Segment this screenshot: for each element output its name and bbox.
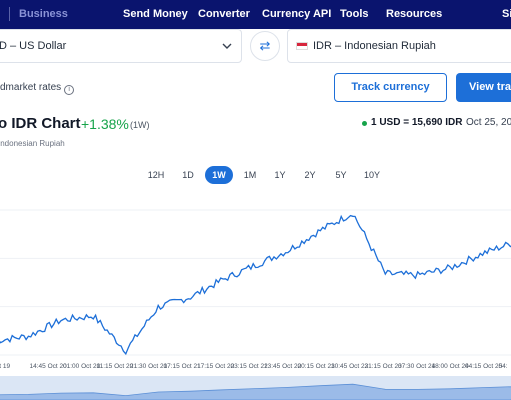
x-tick-label: 11:15 Oct 20	[97, 363, 134, 370]
x-tick-label: 04:	[499, 363, 508, 370]
mid-market-label: dmarket rates i	[0, 82, 75, 95]
x-tick-label: 14:45 Oct 20	[30, 363, 68, 370]
nav-resources[interactable]: Resources	[386, 8, 443, 20]
current-rate: 1 USD = 15,690 IDR	[371, 117, 463, 128]
range-tab-5y[interactable]: 5Y	[335, 170, 347, 180]
chart-title: o IDR Chart	[0, 115, 81, 132]
rate-date: Oct 25, 202	[466, 117, 511, 128]
swap-button[interactable]: ⇄	[250, 31, 280, 61]
nav-converter[interactable]: Converter	[198, 8, 250, 20]
x-tick-label: 17:15 Oct 22	[197, 363, 235, 370]
chart-period: (1W)	[130, 120, 150, 130]
nav-business[interactable]: Business	[19, 8, 68, 20]
chart-change-percent: +1.38%	[81, 116, 129, 132]
range-tab-1m[interactable]: 1M	[243, 170, 257, 180]
nav-tools[interactable]: Tools	[340, 8, 369, 20]
track-currency-button[interactable]: Track currency	[334, 73, 447, 102]
indonesia-flag-icon	[296, 42, 308, 50]
chart-navigator[interactable]	[0, 376, 511, 400]
from-currency-select[interactable]: D – US Dollar	[0, 29, 242, 63]
x-tick-label: 21:30 Oct 21	[130, 363, 168, 370]
series-line	[0, 214, 511, 356]
mid-market-text: dmarket rates	[0, 82, 62, 93]
chevron-down-icon	[222, 43, 232, 49]
x-tick-label: 10:45 Oct 23	[331, 363, 369, 370]
x-tick-label: 18:00 Oct 24	[432, 363, 470, 370]
chart-subtitle: Indonesian Rupiah	[0, 139, 65, 148]
live-dot-icon	[362, 121, 367, 126]
range-tab-1y[interactable]: 1Y	[274, 170, 286, 180]
x-tick-label: 01:00 Oct 20	[63, 363, 101, 370]
x-tick-label: 04:15 Oct 25	[465, 363, 503, 370]
x-tick-label: 21:15 Oct 23	[365, 363, 403, 370]
from-currency-value: D – US Dollar	[0, 40, 67, 52]
x-tick-label: ct 19	[0, 363, 10, 370]
navigator-area	[0, 383, 511, 400]
view-transfer-button[interactable]: View tran	[456, 73, 511, 102]
range-tab-2y[interactable]: 2Y	[304, 170, 316, 180]
x-tick-label: 13:45 Oct 22	[264, 363, 302, 370]
range-tab-10y[interactable]: 10Y	[363, 170, 380, 180]
nav-send-money[interactable]: Send Money	[123, 8, 188, 20]
x-tick-label: 00:15 Oct 23	[298, 363, 336, 370]
range-tab-1d[interactable]: 1D	[182, 170, 194, 180]
navigator-series	[0, 383, 511, 400]
nav-divider	[9, 7, 10, 21]
top-nav: l Business Send Money Converter Currency…	[0, 0, 511, 29]
swap-arrows-icon: ⇄	[259, 38, 271, 53]
x-tick-label: 03:15 Oct 22	[231, 363, 269, 370]
nav-currency-api[interactable]: Currency API	[262, 8, 332, 20]
nav-sign-in[interactable]: Si	[502, 8, 511, 20]
x-tick-label: 07:15 Oct 21	[164, 363, 202, 370]
range-tab-1w[interactable]: 1W	[205, 166, 233, 184]
x-tick-label: 07:30 Oct 24	[398, 363, 436, 370]
info-icon[interactable]: i	[64, 85, 75, 95]
range-tab-12h[interactable]: 12H	[147, 170, 165, 180]
to-currency-value: IDR – Indonesian Rupiah	[313, 40, 436, 52]
to-currency-select[interactable]: IDR – Indonesian Rupiah	[287, 29, 511, 63]
